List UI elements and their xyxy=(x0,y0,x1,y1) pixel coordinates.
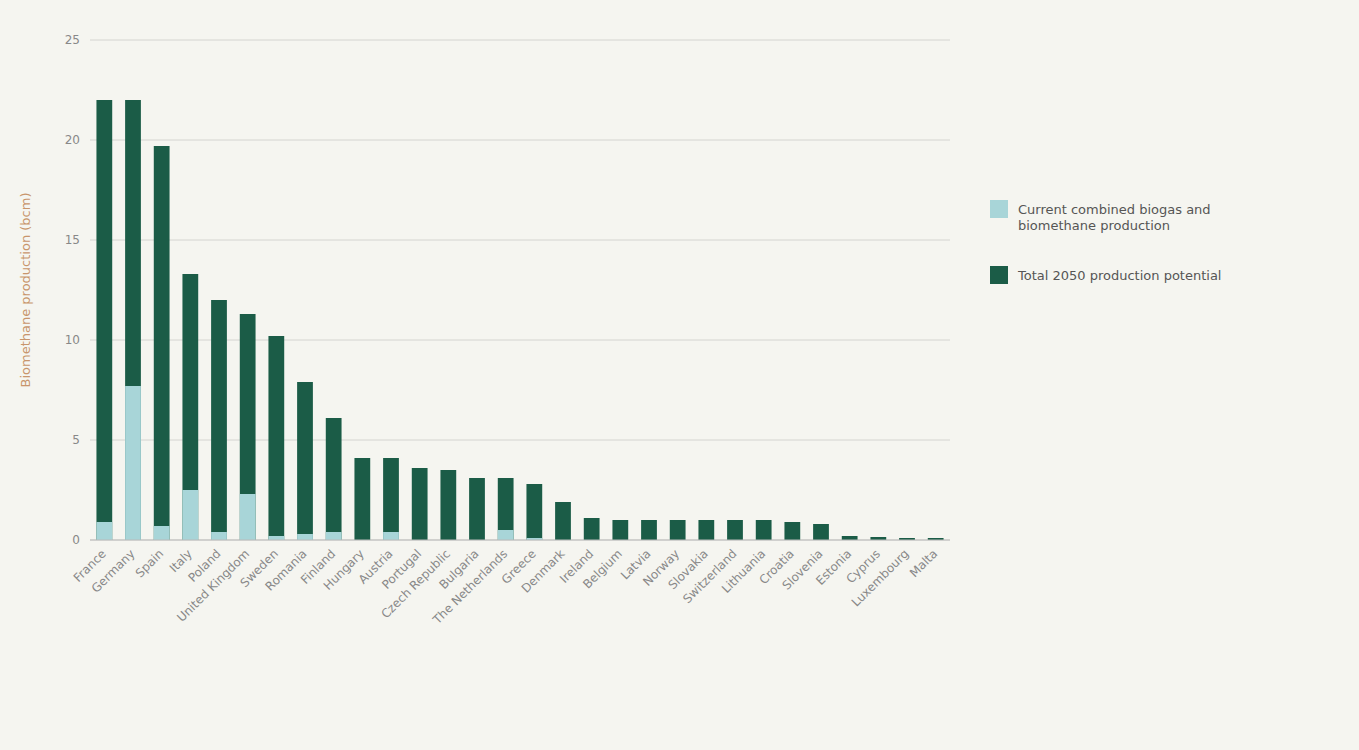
bar xyxy=(698,520,714,540)
bar xyxy=(297,534,313,540)
bar xyxy=(326,532,342,540)
bar xyxy=(326,418,342,540)
y-tick-label: 0 xyxy=(72,533,80,547)
legend-label-line: Current combined biogas and xyxy=(1018,202,1211,217)
bar xyxy=(96,522,112,540)
legend-label: Total 2050 production potential xyxy=(1017,268,1221,283)
x-axis-line xyxy=(90,540,950,541)
bars xyxy=(96,100,943,540)
x-tick-label: Hungary xyxy=(321,547,367,593)
legend-swatch xyxy=(990,200,1008,218)
x-tick-label: The Netherlands xyxy=(429,547,510,628)
bar xyxy=(612,520,628,540)
bar-series xyxy=(96,386,542,540)
legend-label: Current combined biogas andbiomethane pr… xyxy=(1018,202,1211,233)
bar xyxy=(842,536,858,540)
bar xyxy=(440,470,456,540)
y-tick-label: 10 xyxy=(65,333,80,347)
y-tick-label: 5 xyxy=(72,433,80,447)
bar xyxy=(412,468,428,540)
legend: Current combined biogas andbiomethane pr… xyxy=(990,200,1221,284)
bar xyxy=(211,532,227,540)
x-tick-label: Luxembourg xyxy=(849,547,912,610)
grid-line xyxy=(90,140,950,141)
bar xyxy=(469,478,485,540)
x-tick-label: Lithuania xyxy=(719,547,768,596)
bar xyxy=(584,518,600,540)
bar xyxy=(211,300,227,540)
bar xyxy=(383,458,399,540)
bar xyxy=(498,530,514,540)
y-tick-labels: 0 5 10 15 20 25 xyxy=(65,33,80,547)
x-tick-label: Germany xyxy=(89,547,138,596)
bar xyxy=(125,386,141,540)
bar xyxy=(641,520,657,540)
bar xyxy=(154,146,170,540)
bar xyxy=(154,526,170,540)
bar-series xyxy=(96,100,943,540)
bar xyxy=(354,458,370,540)
bar xyxy=(498,478,514,540)
x-tick-label: Malta xyxy=(907,547,940,580)
bar xyxy=(297,382,313,540)
y-tick-label: 20 xyxy=(65,133,80,147)
background xyxy=(0,0,1359,750)
bar xyxy=(96,100,112,540)
chart: 0 5 10 15 20 25 FranceGermanySpainItalyPolandU… xyxy=(0,0,1359,750)
x-tick-label: Romania xyxy=(263,547,310,594)
grid-line xyxy=(90,540,950,541)
x-tick-labels: FranceGermanySpainItalyPolandUnited King… xyxy=(71,547,940,628)
y-tick-label: 25 xyxy=(65,33,80,47)
bar xyxy=(670,520,686,540)
bar xyxy=(555,502,571,540)
legend-label-line: biomethane production xyxy=(1018,218,1170,233)
bar xyxy=(240,314,256,540)
x-tick-label: Spain xyxy=(133,547,167,581)
bar xyxy=(268,536,284,540)
bar xyxy=(813,524,829,540)
bar xyxy=(125,100,141,540)
bar xyxy=(727,520,743,540)
x-tick-label: Denmark xyxy=(519,547,568,596)
bar xyxy=(526,484,542,540)
legend-swatch xyxy=(990,266,1008,284)
x-tick-label: Slovenia xyxy=(780,547,826,593)
y-grid xyxy=(90,40,950,540)
x-tick-label: United Kingdom xyxy=(174,547,252,625)
bar xyxy=(268,336,284,540)
bar xyxy=(383,532,399,540)
bar xyxy=(182,490,198,540)
y-axis-label: Biomethane production (bcm) xyxy=(18,193,33,388)
bar xyxy=(182,274,198,540)
grid-line xyxy=(90,40,950,41)
legend-label-line: Total 2050 production potential xyxy=(1017,268,1221,283)
x-tick-label: Belgium xyxy=(580,547,625,592)
bar xyxy=(784,522,800,540)
grid-line xyxy=(90,240,950,241)
bar xyxy=(756,520,772,540)
y-tick-label: 15 xyxy=(65,233,80,247)
bar xyxy=(240,494,256,540)
